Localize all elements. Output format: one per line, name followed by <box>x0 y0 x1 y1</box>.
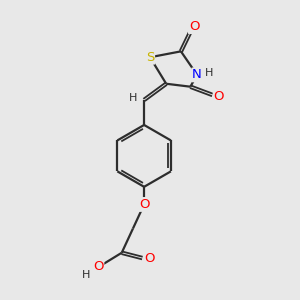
Text: H: H <box>205 68 214 78</box>
Text: O: O <box>93 260 104 273</box>
Text: H: H <box>82 270 91 280</box>
Text: O: O <box>145 252 155 265</box>
Text: O: O <box>139 198 149 211</box>
Text: O: O <box>214 90 224 103</box>
Text: H: H <box>129 93 137 103</box>
Text: O: O <box>189 20 200 33</box>
Text: S: S <box>146 51 154 64</box>
Text: N: N <box>192 68 202 81</box>
